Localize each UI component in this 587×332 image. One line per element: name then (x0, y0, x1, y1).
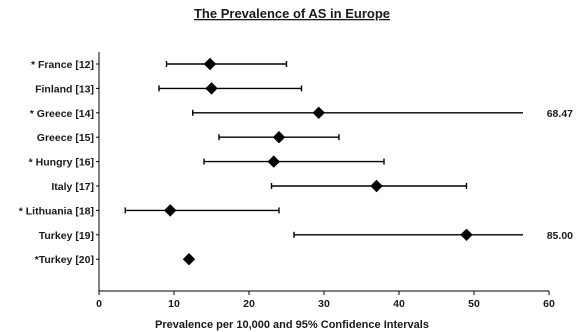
study-row (165, 57, 288, 71)
estimate-marker (460, 228, 473, 242)
row-label: * France [12] (31, 59, 94, 71)
x-tick-label: 60 (543, 298, 555, 310)
estimate-marker (164, 204, 177, 217)
row-label: * Greece [14] (30, 108, 94, 120)
x-tick-label: 50 (468, 298, 480, 310)
study-row (203, 155, 385, 168)
ci-upper-annotation: 85.00 (547, 230, 573, 242)
row-label: Turkey [19] (39, 230, 94, 242)
study-row (158, 82, 303, 95)
row-label: Greece [15] (37, 132, 94, 144)
estimate-marker (272, 130, 286, 144)
study-row (124, 204, 280, 217)
estimate-marker (370, 179, 383, 193)
x-tick-label: 30 (318, 298, 330, 310)
ci-upper-annotation: 68.47 (547, 108, 573, 120)
estimate-marker (205, 82, 218, 95)
row-label: * Hungry [16] (29, 157, 94, 169)
y-axis: * France [12] Finland [13] * Greece [14] Gr… (19, 52, 100, 291)
x-tick-label: 40 (393, 298, 405, 310)
estimate-marker (312, 106, 325, 120)
plot-area: 68.47 85.00 (124, 57, 573, 266)
study-row (218, 130, 340, 144)
estimate-marker (203, 57, 217, 71)
x-axis: 0 10 20 30 40 50 60 (96, 290, 555, 310)
x-tick-label: 20 (243, 298, 255, 310)
estimate-marker (182, 252, 196, 266)
x-tick-label: 10 (168, 298, 180, 310)
row-label: * Lithuania [18] (19, 205, 94, 217)
row-label: *Turkey [20] (35, 254, 94, 266)
chart-title: The Prevalence of AS in Europe (194, 6, 390, 21)
study-row (270, 179, 468, 193)
study-row: 85.00 (293, 228, 573, 242)
study-row (182, 252, 196, 266)
estimate-marker (267, 155, 280, 168)
study-row: 68.47 (192, 106, 573, 120)
x-tick-label: 0 (96, 298, 102, 310)
row-label: Finland [13] (35, 83, 94, 95)
x-axis-label: Prevalence per 10,000 and 95% Confidence… (155, 319, 429, 331)
row-label: Italy [17] (51, 181, 94, 193)
